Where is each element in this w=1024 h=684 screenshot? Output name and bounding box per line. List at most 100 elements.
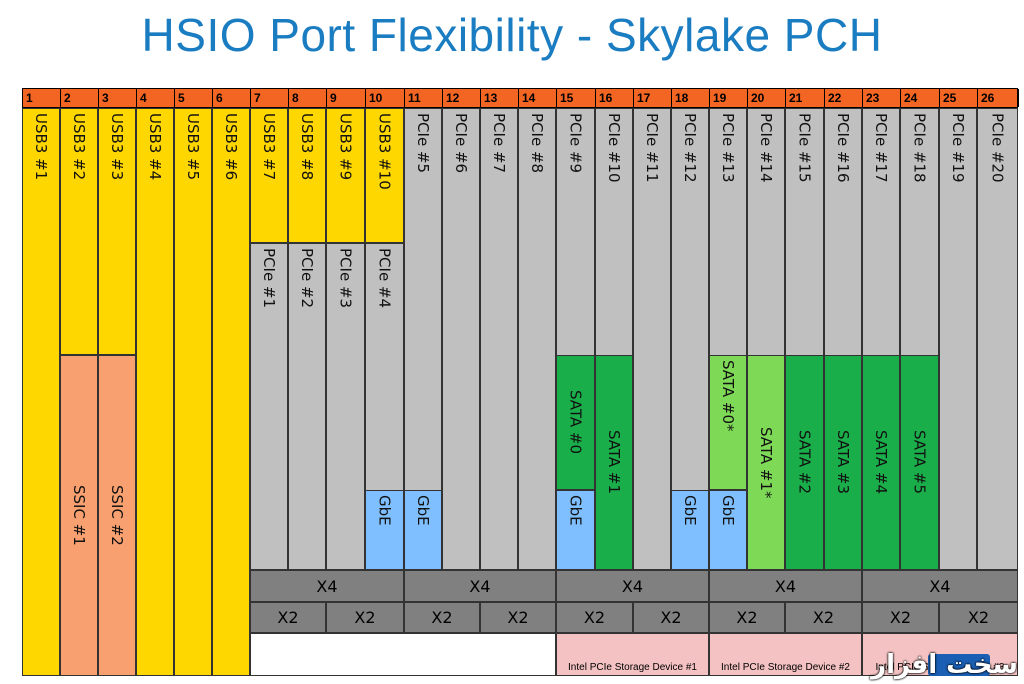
gbe-option-4: GbE xyxy=(671,490,709,570)
usb3-port-7: USB3 #7 xyxy=(250,108,288,243)
x4-band-5: X4 xyxy=(862,570,1018,602)
sata-1-star: SATA #1* xyxy=(747,355,785,570)
empty-device-area xyxy=(250,633,556,676)
watermark-logo: سخت افزار xyxy=(868,650,1018,680)
lane-number-20: 20 xyxy=(748,89,786,107)
usb3-port-7-label: USB3 #7 xyxy=(260,113,278,181)
sata-0: SATA #0 xyxy=(556,355,595,490)
pcie-lane-13-label: PCIe #13 xyxy=(719,113,737,183)
pcie-lane-12-label: PCIe #12 xyxy=(681,113,699,183)
sata-5: SATA #5 xyxy=(900,355,939,570)
gbe-option-4-label: GbE xyxy=(681,495,699,526)
x2-band-5: X2 xyxy=(556,602,633,633)
x2-band-4: X2 xyxy=(480,602,556,633)
ssic-port-1: SSIC #1 xyxy=(60,355,98,676)
usb3-port-6-label: USB3 #6 xyxy=(222,113,240,181)
x2-band-1: X2 xyxy=(250,602,326,633)
usb3-port-1: USB3 #1 xyxy=(22,108,60,676)
x4-band-2: X4 xyxy=(404,570,556,602)
usb3-port-9: USB3 #9 xyxy=(326,108,365,243)
usb3-port-10-label: USB3 #10 xyxy=(375,113,394,190)
pcie-lane-7: PCIe #7 xyxy=(480,108,518,570)
page-title: HSIO Port Flexibility - Skylake PCH xyxy=(141,9,883,61)
x2-band-8: X2 xyxy=(785,602,862,633)
pcie-lane-17-label: PCIe #17 xyxy=(872,113,890,183)
lane-number-24: 24 xyxy=(901,89,940,107)
pcie-lane-14-label: PCIe #14 xyxy=(757,113,775,183)
pcie-lane-1-label: PCIe #1 xyxy=(260,248,278,309)
pcie-lane-20-label: PCIe #20 xyxy=(988,113,1007,183)
lane-number-21: 21 xyxy=(786,89,825,107)
lane-number-13: 13 xyxy=(481,89,519,107)
watermark-badge-icon xyxy=(928,654,990,676)
x2-band-3: X2 xyxy=(404,602,480,633)
lane-number-25: 25 xyxy=(940,89,978,107)
pcie-lane-11: PCIe #11 xyxy=(633,108,671,570)
sata-3: SATA #3 xyxy=(824,355,862,570)
usb3-port-5-label: USB3 #5 xyxy=(184,113,202,181)
lane-number-3: 3 xyxy=(99,89,137,107)
pcie-lane-9-label: PCIe #9 xyxy=(566,113,585,174)
lane-number-12: 12 xyxy=(443,89,481,107)
sata-1-label: SATA #1 xyxy=(605,430,623,495)
pcie-lane-2: PCIe #2 xyxy=(288,243,326,570)
lane-number-14: 14 xyxy=(519,89,557,107)
lane-number-4: 4 xyxy=(137,89,175,107)
ssic-port-2-label: SSIC #2 xyxy=(108,485,126,546)
usb3-port-3: USB3 #3 xyxy=(98,108,136,355)
lane-number-9: 9 xyxy=(327,89,366,107)
pcie-lane-8-label: PCIe #8 xyxy=(528,113,546,174)
gbe-option-3-label: GbE xyxy=(566,495,585,526)
gbe-option-5: GbE xyxy=(709,490,747,570)
pcie-lane-2-label: PCIe #2 xyxy=(298,248,316,309)
usb3-port-4-label: USB3 #4 xyxy=(146,113,164,181)
gbe-option-1-label: GbE xyxy=(375,495,394,526)
pcie-lane-15-label: PCIe #15 xyxy=(795,113,814,183)
sata-3-label: SATA #3 xyxy=(834,430,852,495)
usb3-port-8: USB3 #8 xyxy=(288,108,326,243)
sata-0-star: SATA #0* xyxy=(709,355,747,490)
x2-band-2: X2 xyxy=(326,602,404,633)
usb3-port-10: USB3 #10 xyxy=(365,108,404,243)
lane-number-22: 22 xyxy=(825,89,863,107)
lane-number-26: 26 xyxy=(978,89,1019,107)
usb3-port-9-label: USB3 #9 xyxy=(336,113,355,181)
usb3-port-6: USB3 #6 xyxy=(212,108,250,676)
pcie-lane-16-label: PCIe #16 xyxy=(834,113,852,183)
sata-4: SATA #4 xyxy=(862,355,900,570)
x4-band-3: X4 xyxy=(556,570,709,602)
gbe-option-1: GbE xyxy=(365,490,404,570)
pcie-lane-6: PCIe #6 xyxy=(442,108,480,570)
pcie-lane-8: PCIe #8 xyxy=(518,108,556,570)
usb3-port-1-label: USB3 #1 xyxy=(32,113,50,181)
usb3-port-4: USB3 #4 xyxy=(136,108,174,676)
pcie-lane-20: PCIe #20 xyxy=(977,108,1018,570)
lane-number-17: 17 xyxy=(634,89,672,107)
lane-number-header: 1 2 3 4 5 6 7 8 9 10 11 12 13 14 15 16 17 18 19 20 21 22 23 24 2… xyxy=(22,88,1019,108)
sata-2-label: SATA #2 xyxy=(795,430,814,495)
sata-1: SATA #1 xyxy=(595,355,633,570)
sata-0-label: SATA #0 xyxy=(566,390,585,455)
x4-band-1: X4 xyxy=(250,570,404,602)
lane-number-10: 10 xyxy=(366,89,405,107)
lane-number-7: 7 xyxy=(251,89,289,107)
watermark-text: سخت افزار xyxy=(871,650,1018,680)
gbe-option-5-label: GbE xyxy=(719,495,737,526)
lane-number-16: 16 xyxy=(596,89,634,107)
x2-band-10: X2 xyxy=(939,602,1018,633)
gbe-option-3: GbE xyxy=(556,490,595,570)
sata-4-label: SATA #4 xyxy=(872,430,890,495)
sata-5-label: SATA #5 xyxy=(910,430,929,495)
lane-number-2: 2 xyxy=(61,89,99,107)
ssic-port-2: SSIC #2 xyxy=(98,355,136,676)
usb3-port-3-label: USB3 #3 xyxy=(108,113,126,181)
pcie-lane-5-label: PCIe #5 xyxy=(414,113,432,174)
storage-device-2: Intel PCIe Storage Device #2 xyxy=(709,633,862,676)
pcie-lane-6-label: PCIe #6 xyxy=(452,113,470,174)
x2-band-6: X2 xyxy=(633,602,709,633)
usb3-port-2: USB3 #2 xyxy=(60,108,98,355)
lane-number-15: 15 xyxy=(557,89,596,107)
gbe-option-2: GbE xyxy=(404,490,442,570)
lane-number-5: 5 xyxy=(175,89,213,107)
usb3-port-8-label: USB3 #8 xyxy=(298,113,316,181)
